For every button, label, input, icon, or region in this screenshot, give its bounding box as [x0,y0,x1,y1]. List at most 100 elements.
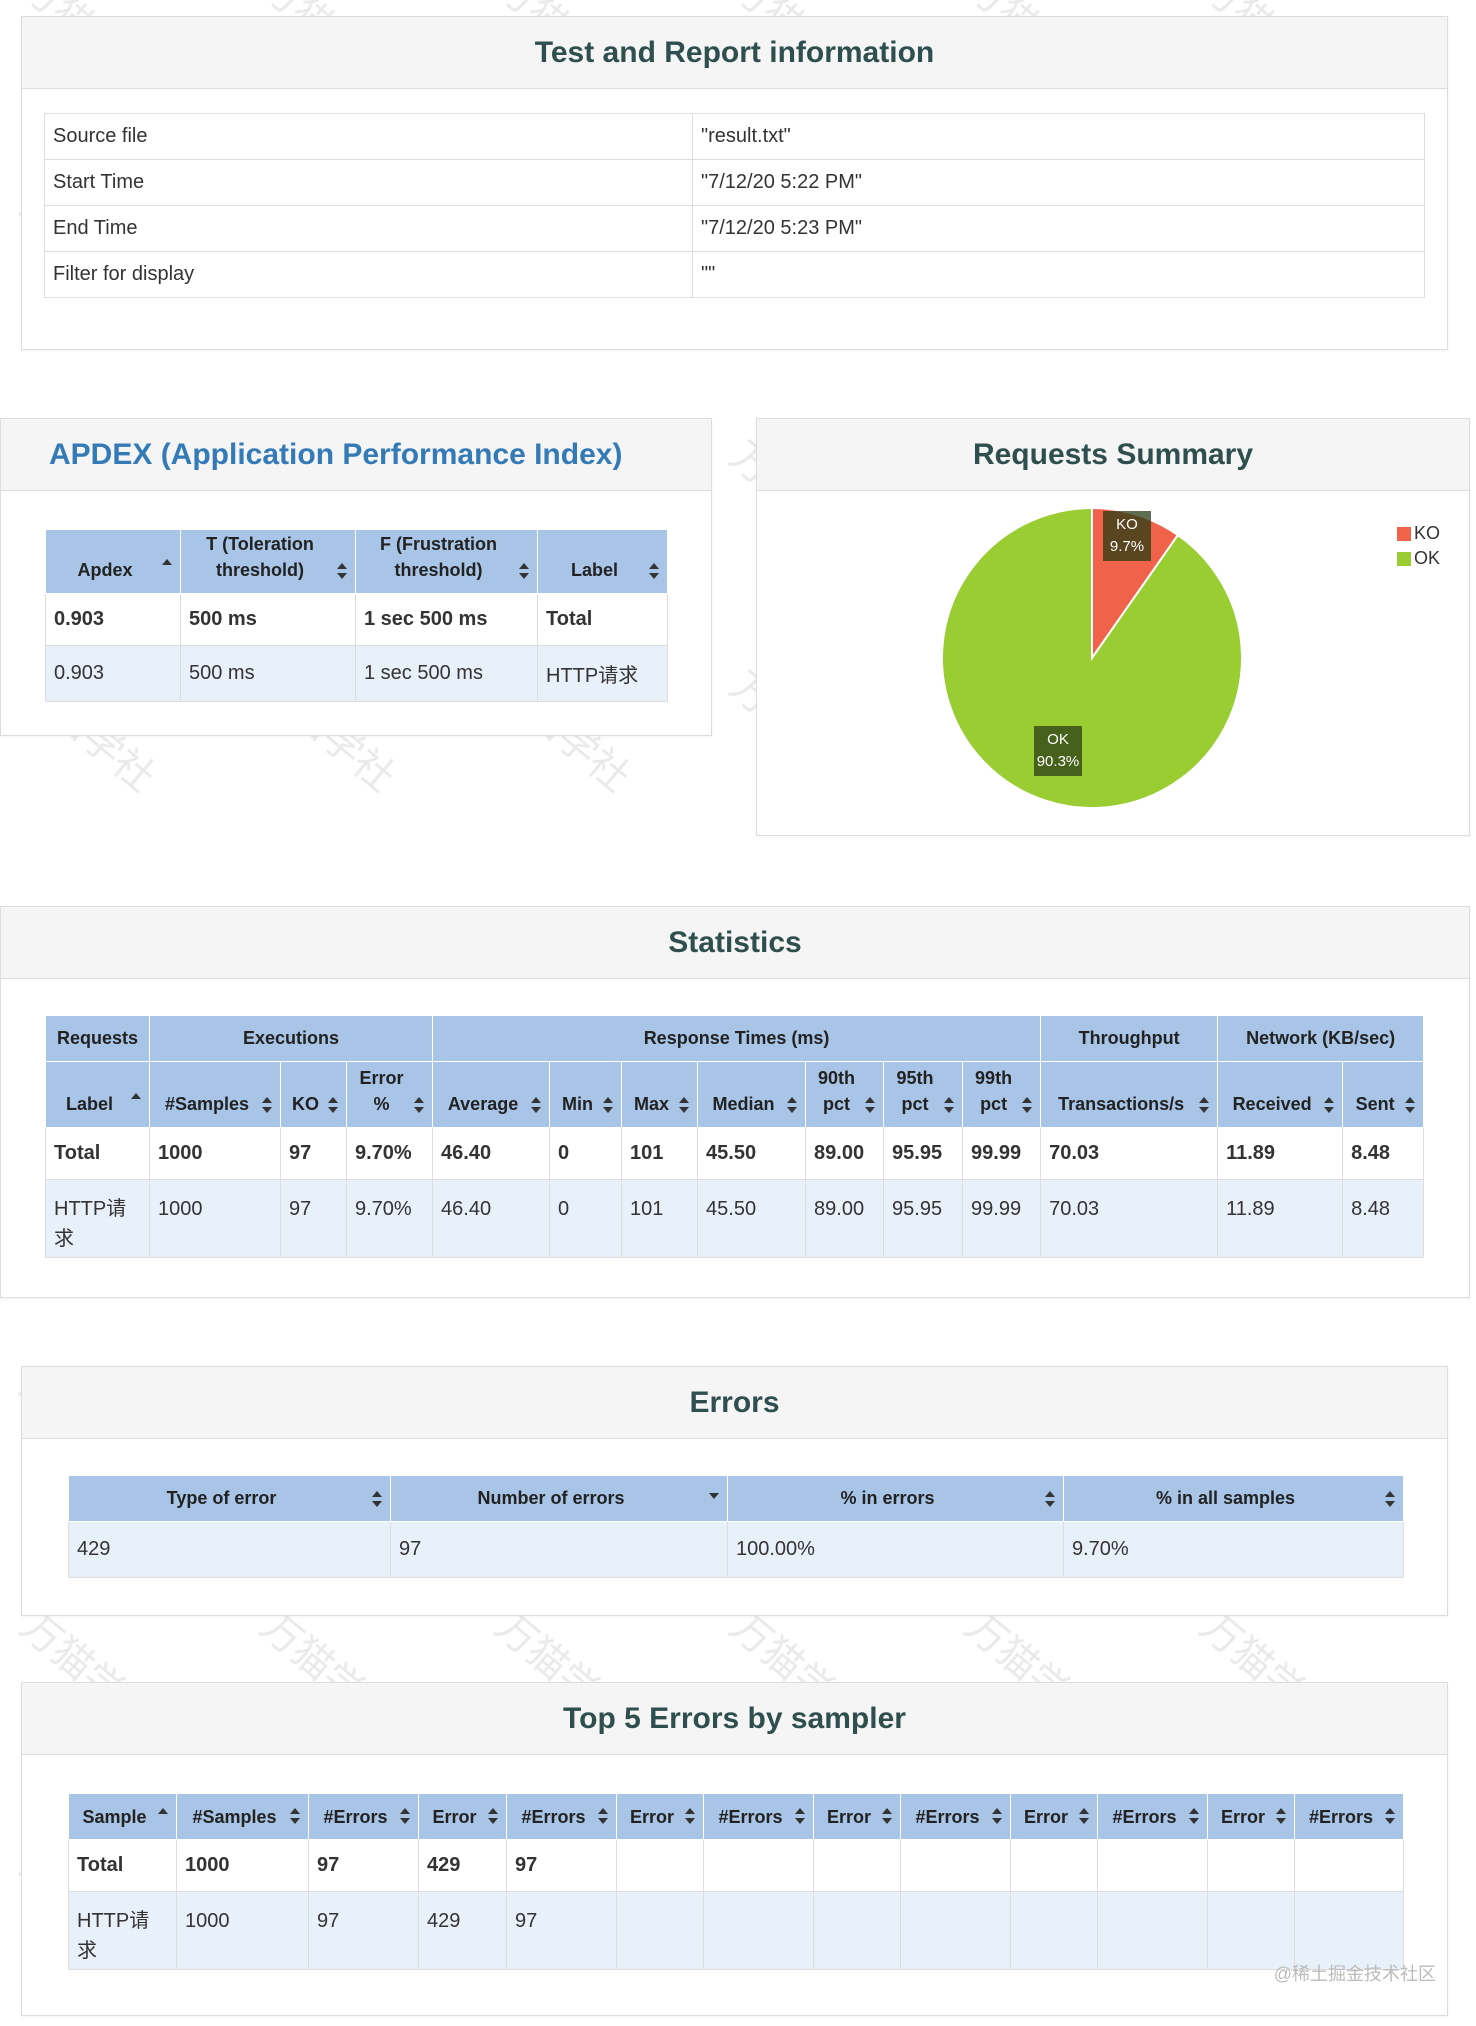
stats-row: HTTP请求 1000 97 9.70% 46.40 0 101 45.50 89.00 95.9… [45,1179,1425,1258]
apdex-header-t[interactable]: T (Toleration threshold) [180,529,356,594]
sort-icon [262,1097,272,1113]
top5-cell: 97 [308,1891,419,1970]
apdex-header-f[interactable]: F (Frustration threshold) [355,529,538,594]
apdex-row: 0.903 500 ms 1 sec 500 ms Total [45,593,668,646]
top5-cell [1294,1839,1404,1892]
top5-header[interactable]: Error [813,1793,901,1840]
stats-header[interactable]: 99th pct [962,1061,1042,1128]
apdex-header-apdex[interactable]: Apdex [45,529,181,594]
top5-cell: 1000 [176,1839,309,1892]
top5-cell: 97 [308,1839,419,1892]
sort-icon [944,1097,955,1113]
top5-cell [813,1839,901,1892]
stats-header[interactable]: Min [549,1061,623,1128]
apdex-header-label[interactable]: Label [537,529,668,594]
info-row: Start Time "7/12/20 5:22 PM" [44,159,1425,206]
legend-item-ko[interactable]: KO [1397,521,1440,546]
svg-text:9.7%: 9.7% [1110,538,1144,555]
top5-header[interactable]: Error [616,1793,704,1840]
statistics-table: Requests Executions Response Times (ms) Thr… [45,1015,1425,1258]
sort-icon [795,1808,805,1824]
sort-icon [400,1808,410,1824]
pie-slice-ok[interactable] [941,506,1243,809]
top5-header[interactable]: #Errors [1294,1793,1404,1840]
sort-icon [414,1097,425,1113]
stats-header[interactable]: Average [432,1061,551,1128]
top5-cell [900,1891,1011,1970]
stats-cell: 0 [549,1127,623,1180]
summary-title: Requests Summary [757,419,1469,491]
top5-header[interactable]: #Errors [308,1793,419,1840]
info-table: Source file "result.txt" Start Time "7/12/2… [44,113,1425,298]
top5-header[interactable]: #Errors [703,1793,814,1840]
top5-row: Total 1000 97 429 97 [68,1839,1404,1892]
apdex-title: APDEX (Application Performance Index) [1,419,711,491]
top5-header[interactable]: Error [418,1793,507,1840]
stats-cell: 89.00 [805,1127,885,1180]
legend-swatch-ok [1397,552,1411,567]
sort-icon [372,1491,382,1507]
top5-header[interactable]: #Errors [900,1793,1011,1840]
top5-header[interactable]: #Errors [1097,1793,1208,1840]
top5-cell [703,1839,814,1892]
legend-item-ok[interactable]: OK [1397,546,1440,571]
stats-cell: 99.99 [962,1179,1042,1258]
sort-asc-icon [131,1093,141,1109]
top5-cell [1097,1839,1208,1892]
sort-icon [679,1097,690,1113]
stats-cell: 99.99 [962,1127,1042,1180]
credit-text: @稀土掘金技术社区 [1273,1964,1436,1984]
apdex-cell: 500 ms [180,593,356,646]
pie-legend: KO OK [1397,521,1440,571]
sort-icon [1022,1097,1033,1113]
top5-header[interactable]: Error [1207,1793,1295,1840]
sort-icon [1405,1097,1416,1113]
errors-cell: 100.00% [727,1521,1064,1578]
stats-header[interactable]: #Samples [149,1061,281,1128]
top5-header[interactable]: Error [1010,1793,1098,1840]
stats-cell: 101 [621,1179,699,1258]
errors-title: Errors [22,1367,1447,1439]
top5-header[interactable]: #Errors [506,1793,617,1840]
stats-header[interactable]: Transactions/s [1040,1061,1219,1128]
top5-cell [616,1839,704,1892]
stats-header[interactable]: Label [45,1061,150,1128]
info-value: "7/12/20 5:23 PM" [692,205,1425,252]
info-label: Source file [44,113,693,160]
errors-header[interactable]: % in errors [727,1475,1064,1522]
top5-cell: 429 [418,1891,507,1970]
stats-header[interactable]: Median [697,1061,807,1128]
sort-icon [337,563,347,579]
errors-table: Type of error Number of errors% in errors… [68,1475,1404,1578]
errors-header[interactable]: % in all samples [1063,1475,1404,1522]
stats-header[interactable]: 90th pct [805,1061,885,1128]
top5-cell [1207,1891,1295,1970]
top5-cell: HTTP请求 [68,1891,177,1970]
stats-cell: 8.48 [1342,1127,1425,1180]
stats-group-header: Response Times (ms) [432,1015,1042,1062]
pie-label-ko: KO 9.7% [1103,511,1151,561]
sort-icon [1189,1808,1199,1824]
stats-header[interactable]: Max [621,1061,699,1128]
errors-header[interactable]: Number of errors [390,1475,728,1522]
top5-cell [1010,1891,1098,1970]
sort-asc-icon [158,1808,168,1824]
info-value: "" [692,251,1425,298]
top5-header[interactable]: Sample [68,1793,177,1840]
stats-cell: 70.03 [1040,1179,1219,1258]
stats-group-header: Executions [148,1015,434,1062]
top5-cell [900,1839,1011,1892]
sort-asc-icon [162,559,172,575]
stats-header[interactable]: Received [1217,1061,1344,1128]
apdex-row: 0.903 500 ms 1 sec 500 ms HTTP请求 [45,645,668,702]
stats-header[interactable]: KO [280,1061,347,1128]
stats-header[interactable]: 95th pct [883,1061,964,1128]
stats-cell: 95.95 [883,1127,964,1180]
stats-header[interactable]: Error % [345,1061,434,1128]
svg-text:90.3%: 90.3% [1037,753,1080,770]
errors-cell: 429 [68,1521,391,1578]
stats-cell: 1000 [149,1179,281,1258]
errors-header[interactable]: Type of error [68,1475,391,1522]
top5-header[interactable]: #Samples [176,1793,309,1840]
stats-header[interactable]: Sent [1342,1061,1425,1128]
